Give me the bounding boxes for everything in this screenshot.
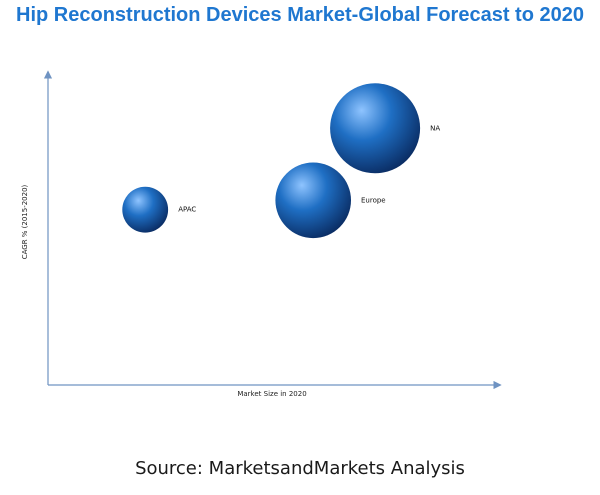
bubble-series [122, 83, 421, 239]
bubble-label-na: NA [430, 124, 440, 132]
bubble-label-apac: APAC [178, 206, 196, 214]
bubble-label-europe: Europe [361, 196, 386, 204]
source-note: Source: MarketsandMarkets Analysis [135, 458, 465, 479]
chart-title: Hip Reconstruction Devices Market-Global… [16, 4, 584, 26]
bubble-label-group: NA Europe APAC [178, 124, 440, 213]
bubble-apac [122, 186, 169, 233]
y-axis-label: CAGR % (2015-2020) [21, 184, 29, 259]
x-axis-label: Market Size in 2020 [237, 390, 306, 398]
bubble-na [330, 83, 421, 174]
bubble-europe [275, 162, 352, 239]
